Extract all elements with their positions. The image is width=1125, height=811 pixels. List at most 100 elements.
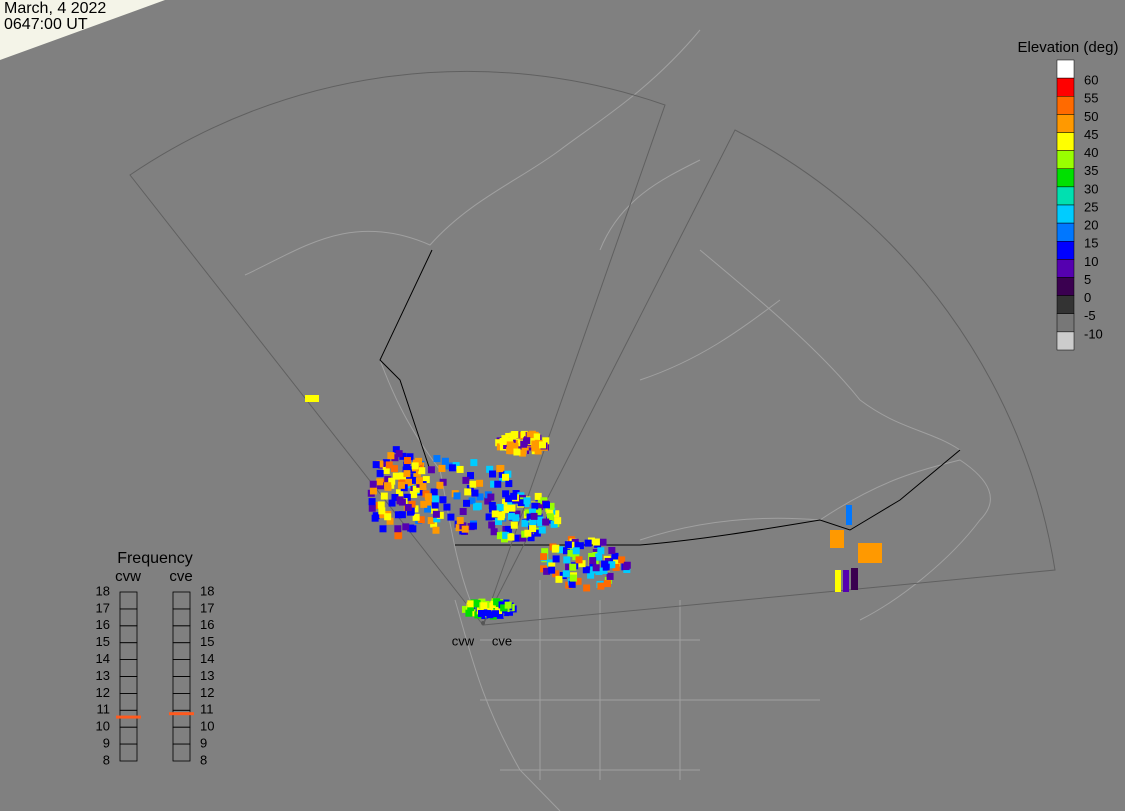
echo-cell: [469, 522, 477, 530]
echo-cell: [487, 493, 495, 501]
echo-cell: [477, 610, 485, 618]
echo-cell: [385, 461, 393, 469]
echo-cell: [578, 560, 586, 568]
echo-cell: [439, 496, 447, 504]
colorbar-tick-label: 35: [1084, 163, 1098, 178]
echo-cell: [536, 502, 544, 510]
echo-cell: [540, 553, 548, 561]
echo-cell: [572, 541, 580, 549]
colorbar-swatch: [1056, 96, 1075, 115]
echo-cell: [490, 528, 498, 536]
echo-cell: [496, 503, 504, 511]
echo-cell: [464, 488, 472, 496]
echo-cell: [372, 461, 380, 469]
echo-cell: [533, 529, 541, 537]
echo-cell: [384, 476, 392, 484]
echo-cell: [501, 506, 509, 514]
echo-cell: [494, 480, 502, 488]
echo-cell: [486, 465, 494, 473]
colorbar-tick-label: 30: [1084, 181, 1098, 196]
echo-cell: [599, 538, 607, 546]
frequency-tick-label: 15: [96, 634, 110, 649]
echo-cell: [412, 485, 420, 493]
echo-cell: [399, 452, 407, 460]
echo-cell: [531, 434, 539, 442]
echo-cell: [392, 446, 400, 454]
echo-cell: [595, 553, 603, 561]
echo-cell: [597, 582, 605, 590]
echo-cell: [513, 448, 521, 456]
echo-cell: [507, 533, 515, 541]
echo-cell: [520, 430, 528, 438]
echo-cell: [438, 464, 446, 472]
echo-cell: [552, 570, 560, 578]
colorbar-title: Elevation (deg): [1018, 39, 1119, 56]
echo-cell: [403, 470, 411, 478]
echo-cell: [569, 563, 577, 571]
echo-cell: [462, 476, 470, 484]
colorbar-tick-label: 0: [1084, 290, 1091, 305]
frequency-tick-label: 9: [103, 736, 110, 751]
echo-cell: [461, 605, 469, 613]
echo-cell: [529, 525, 537, 533]
echo-cell: [613, 559, 621, 567]
echo-cell: [420, 500, 428, 508]
echo-cell: [552, 510, 560, 518]
echo-cell: [505, 495, 513, 503]
colorbar-swatch: [1056, 59, 1075, 79]
echo-cell: [433, 455, 441, 463]
echo-cell: [531, 440, 539, 448]
echo-cell: [531, 502, 539, 510]
echo-cell: [501, 498, 509, 506]
echo-cell: [431, 495, 439, 503]
colorbar-swatch: [1056, 132, 1075, 151]
echo-cell: [494, 518, 502, 526]
colorbar-swatch: [1056, 204, 1075, 224]
echo-cell: [432, 526, 440, 534]
echo-cell: [517, 499, 525, 507]
echo-cell: [538, 441, 546, 449]
echo-cell: [542, 501, 550, 509]
echo-cell: [485, 513, 493, 521]
echo-cell: [467, 472, 475, 480]
frequency-tick-label: 18: [96, 583, 110, 598]
echo-cell: [432, 510, 440, 518]
echo-cell: [542, 437, 550, 445]
echo-cell: [424, 505, 432, 513]
echo-cell: [562, 547, 570, 555]
echo-cell: [510, 521, 518, 529]
echo-cell: [564, 541, 572, 549]
echo-cell: [499, 438, 507, 446]
echo-cell: [376, 478, 384, 486]
echo-cell: [502, 490, 510, 498]
echo-cell: [376, 460, 384, 468]
echo-cell: [379, 525, 387, 533]
radar-name: cve: [169, 568, 192, 585]
echo-cell: [608, 546, 616, 554]
echo-cell: [606, 572, 614, 580]
echo-cell: [391, 493, 399, 501]
echo-cell: [528, 508, 536, 516]
echo-cell: [411, 505, 419, 513]
echo-cell: [542, 518, 550, 526]
echo-cell: [546, 513, 554, 521]
echo-cell: [397, 481, 405, 489]
echo-cell: [411, 462, 419, 470]
frequency-tick-label: 12: [200, 685, 214, 700]
echo-cell: [447, 513, 455, 521]
colorbar-swatch: [1056, 77, 1075, 97]
echo-cell: [398, 476, 406, 484]
border: [455, 449, 961, 546]
frequency-tick-label: 10: [96, 719, 110, 734]
echo-cell: [382, 466, 390, 474]
echo-cell: [588, 552, 596, 560]
echo-cell: [404, 504, 412, 512]
echo-cell: [507, 508, 515, 516]
echo-cell: [490, 480, 498, 488]
echo-cell: [486, 611, 494, 619]
echo-cell: [526, 431, 534, 439]
colorbar-tick-label: -5: [1084, 308, 1096, 323]
frequency-marker: [169, 712, 194, 716]
echo-cell: [506, 441, 514, 449]
echo-cell: [404, 478, 412, 486]
